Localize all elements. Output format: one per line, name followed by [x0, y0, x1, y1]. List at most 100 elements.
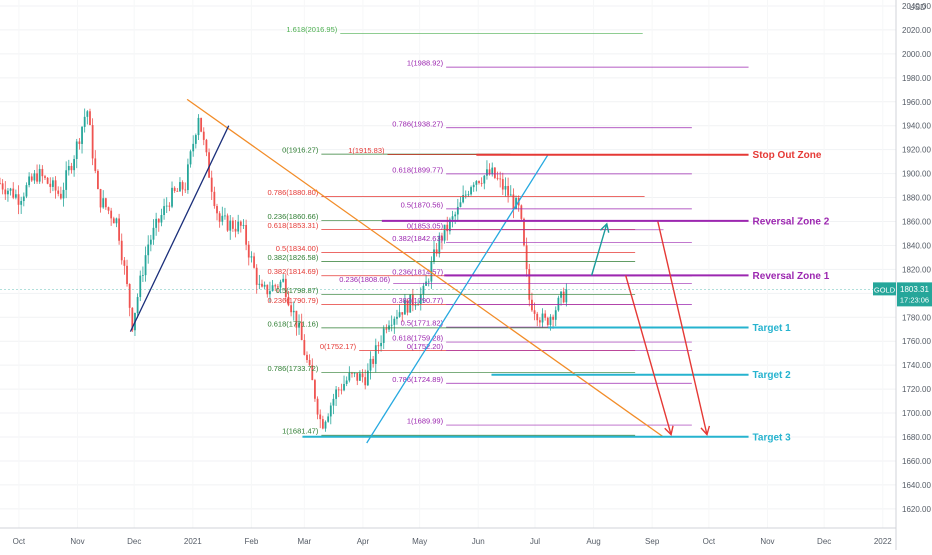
- candle-body: [263, 284, 266, 287]
- candle-body: [139, 275, 142, 298]
- candle-body: [97, 170, 99, 190]
- candle-body: [176, 190, 179, 192]
- candle-body: [356, 372, 359, 381]
- time-tick-label: Dec: [817, 537, 831, 546]
- price-tick-label: 2000.00: [902, 50, 931, 59]
- candle-body: [345, 380, 348, 384]
- time-tick-label: Jul: [530, 537, 540, 546]
- fib-level-label: 0(1853.05): [407, 221, 444, 230]
- candle-body: [515, 197, 517, 209]
- candle-body: [404, 300, 406, 315]
- fib-level-label: 0.786(1880.80): [267, 188, 318, 197]
- candle-body: [276, 286, 279, 288]
- candle-body: [22, 196, 25, 202]
- candle-body: [337, 389, 340, 391]
- candle-body: [83, 116, 86, 127]
- candle-body: [110, 210, 113, 219]
- candle-body: [81, 126, 83, 144]
- candle-body: [131, 307, 134, 331]
- candle-body: [335, 389, 337, 399]
- candle-body: [274, 285, 277, 287]
- candle-body: [1, 183, 4, 190]
- candle-body: [78, 141, 81, 144]
- time-tick-label: Sep: [645, 537, 660, 546]
- price-tick-label: 1680.00: [902, 433, 931, 442]
- candle-body: [226, 215, 229, 231]
- fib-level-label: 0.618(1771.16): [267, 319, 318, 328]
- time-tick-label: Mar: [297, 537, 311, 546]
- price-tick-label: 1920.00: [902, 146, 931, 155]
- candle-body: [279, 281, 282, 288]
- candle-body: [184, 189, 187, 191]
- candle-body: [155, 218, 158, 228]
- candle-body: [488, 169, 491, 175]
- price-tick-label: 1860.00: [902, 217, 931, 226]
- fib-level-label: 0.5(1798.87): [276, 286, 319, 295]
- candle-body: [258, 283, 261, 285]
- fib-level-label: 0(1916.27): [282, 146, 319, 155]
- arrow-shaft: [590, 223, 608, 276]
- candle-body: [261, 283, 263, 287]
- price-grid-lines: [0, 5, 896, 510]
- candle-body: [343, 383, 345, 391]
- fib-level-label: 0.382(1814.69): [267, 267, 318, 276]
- candle-body: [126, 265, 128, 285]
- price-tick-label: 1640.00: [902, 481, 931, 490]
- candle-body: [120, 240, 123, 261]
- price-tick-label: 1780.00: [902, 313, 931, 322]
- candle-body: [250, 256, 253, 258]
- candle-body: [179, 182, 181, 192]
- trend-lines: [129, 98, 664, 444]
- candle-body: [438, 235, 441, 254]
- candle-body: [443, 224, 446, 241]
- price-tick-label: 2040.00: [902, 2, 931, 11]
- candle-body: [359, 373, 361, 381]
- time-tick-label: 2021: [184, 537, 202, 546]
- candle-body: [380, 342, 382, 347]
- fib-level-label: 1(1915.83): [348, 146, 385, 155]
- candle-body: [205, 139, 208, 153]
- candle-body: [7, 190, 9, 195]
- candle-body: [531, 299, 533, 311]
- time-tick-label: Nov: [760, 537, 774, 546]
- symbol-tag-label: GOLD: [874, 285, 896, 294]
- candle-body: [36, 173, 38, 182]
- candle-body: [414, 305, 417, 307]
- candle-body: [562, 291, 565, 303]
- time-axis[interactable]: Oct Nov Dec 2021 Feb Mar Apr May Jun Jul Aug Sep Oct…: [0, 527, 896, 546]
- candle-body: [102, 198, 105, 208]
- time-tick-label: Nov: [70, 537, 84, 546]
- fib-level-label: 0.786(1733.72): [267, 364, 318, 373]
- candle-body: [4, 189, 7, 195]
- candle-body: [446, 224, 449, 232]
- candle-body: [329, 405, 332, 417]
- candle-body: [372, 358, 375, 364]
- zone-label: Target 3: [753, 432, 792, 443]
- candle-body: [67, 165, 70, 171]
- time-tick-label: Feb: [245, 537, 259, 546]
- candle-body: [210, 177, 213, 192]
- candle-body: [208, 152, 210, 178]
- candle-body: [398, 312, 401, 317]
- candle-body: [99, 189, 102, 208]
- trend-line: [129, 125, 230, 332]
- projection-arrows: [590, 221, 711, 437]
- zone-label: Reversal Zone 2: [753, 216, 830, 227]
- candle-body: [20, 201, 23, 205]
- candle-body: [144, 255, 147, 276]
- price-tick-label: 1720.00: [902, 385, 931, 394]
- candle-body: [91, 125, 94, 159]
- candle-body: [62, 189, 65, 199]
- candle-body: [218, 213, 221, 222]
- candle-body: [552, 316, 555, 320]
- fib-level-label: 0.236(1790.79): [267, 296, 318, 305]
- fib-level-label: 1(1988.92): [407, 59, 444, 68]
- currency-label: USD: [909, 3, 926, 12]
- candle-body: [44, 176, 46, 178]
- candle-body: [89, 111, 91, 126]
- candle-body: [316, 398, 319, 415]
- candle-body: [200, 117, 203, 132]
